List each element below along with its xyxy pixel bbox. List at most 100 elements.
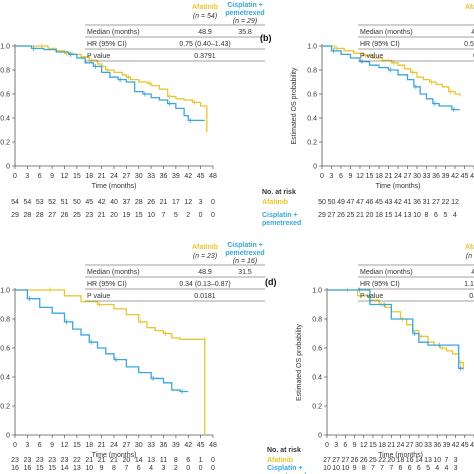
stats-label: HR (95% CI) <box>87 41 127 48</box>
risk-count-cisplatin: 0 <box>211 465 215 472</box>
risk-count-cisplatin: 15 <box>36 465 44 472</box>
risk-label-afatinib: Afatinib <box>262 199 288 206</box>
risk-count-afatinib: 21 <box>98 457 106 464</box>
risk-count-cisplatin: 8 <box>362 465 366 472</box>
x-tick-label: 45 <box>461 442 469 449</box>
x-tick-label: 18 <box>378 442 386 449</box>
stats-label: HR (95% CI) <box>360 281 400 288</box>
y-tick-label: 1.0 <box>0 288 10 295</box>
risk-count-afatinib: 36 <box>413 199 421 206</box>
risk-header: No. at risk <box>262 189 296 196</box>
x-tick-label: 36 <box>160 442 168 449</box>
y-tick-label: 0.2 <box>307 140 317 147</box>
legend-cisplatin: Cisplatin + <box>227 2 263 9</box>
y-tick-label: 0.4 <box>0 375 10 382</box>
x-tick-label: 39 <box>443 442 451 449</box>
y-tick-label: 0.8 <box>0 68 10 75</box>
legend-afatinib-n: (n = 23) <box>193 253 217 260</box>
risk-count-afatinib: 54 <box>23 199 31 206</box>
risk-count-afatinib: 26 <box>360 457 368 464</box>
stats-value: 46.9 <box>471 29 474 36</box>
y-tick-label: 0.2 <box>312 404 322 411</box>
y-tick-label: 1.0 <box>307 44 317 51</box>
legend-afatinib: Afatinib <box>192 244 218 251</box>
risk-count-cisplatin: 27 <box>328 212 336 219</box>
risk-count-afatinib: 3 <box>454 457 458 464</box>
x-tick-label: 39 <box>442 173 450 180</box>
x-tick-label: 48 <box>209 173 217 180</box>
risk-count-afatinib: 52 <box>48 199 56 206</box>
risk-count-afatinib: 23 <box>11 457 19 464</box>
y-tick-label: 0 <box>318 433 322 440</box>
risk-count-afatinib: 22 <box>73 457 81 464</box>
legend-cisplatin-2: pemetrexed <box>225 10 264 17</box>
y-tick-label: 1.0 <box>0 44 10 51</box>
x-tick-label: 12 <box>61 173 69 180</box>
risk-count-afatinib: 13 <box>147 457 155 464</box>
risk-count-afatinib: 20 <box>122 457 130 464</box>
risk-count-afatinib: 50 <box>318 199 326 206</box>
risk-count-cisplatin: 0 <box>199 465 203 472</box>
risk-count-afatinib: 16 <box>406 457 414 464</box>
stats-value: 0.57 (0.2 <box>464 41 474 48</box>
legend-afatinib: Afatinib <box>465 4 474 11</box>
risk-count-afatinib: 22 <box>378 457 386 464</box>
risk-count-afatinib: 12 <box>451 199 459 206</box>
km-curve-cisplatin <box>327 289 464 369</box>
risk-label-cisplatin: Cisplatin + <box>262 212 298 219</box>
x-tick-label: 3 <box>25 442 29 449</box>
x-tick-label: 24 <box>110 442 118 449</box>
stats-label: P value <box>360 293 383 300</box>
stats-table: AfatinibCiMedian (months)46.9HR (95% CI)… <box>358 4 474 62</box>
risk-count-cisplatin: 6 <box>399 465 403 472</box>
risk-count-cisplatin: 29 <box>318 212 326 219</box>
panel-a: 00.20.40.60.81.00 3 6 9 12 15 18 21 24 27 30 33 36 39… <box>0 2 265 219</box>
km-curve-afatinib <box>327 289 464 370</box>
risk-count-afatinib: 20 <box>387 457 395 464</box>
x-tick-label: 6 <box>38 442 42 449</box>
risk-count-afatinib: 22 <box>442 199 450 206</box>
stats-value: 1.13 (0.4 <box>464 281 474 288</box>
risk-count-cisplatin: 10 <box>323 465 331 472</box>
km-curve-cisplatin <box>322 45 460 111</box>
risk-count-cisplatin: 7 <box>162 212 166 219</box>
risk-count-afatinib: 0 <box>211 457 215 464</box>
stats-label: Median (months) <box>360 269 413 276</box>
y-tick-label: 0.4 <box>312 375 322 382</box>
risk-label-cisplatin-2: pemetrexed <box>262 220 301 227</box>
x-tick-label: 9 <box>50 173 54 180</box>
risk-count-cisplatin: 6 <box>137 465 141 472</box>
risk-count-cisplatin: 4 <box>444 465 448 472</box>
risk-count-cisplatin: 3 <box>162 465 166 472</box>
x-tick-label: 45 <box>197 442 205 449</box>
risk-count-afatinib: 26 <box>351 457 359 464</box>
x-tick-label: 42 <box>452 442 460 449</box>
x-tick-label: 48 <box>209 442 217 449</box>
stats-value-2: 35.8 <box>238 29 252 36</box>
x-tick-label: 0 <box>325 442 329 449</box>
risk-count-afatinib: 1 <box>199 457 203 464</box>
risk-count-afatinib: 50 <box>73 199 81 206</box>
risk-count-cisplatin: 16 <box>23 465 31 472</box>
stats-label: HR (95% CI) <box>360 41 400 48</box>
risk-count-afatinib: 6 <box>186 457 190 464</box>
risk-count-cisplatin: 10 <box>332 465 340 472</box>
x-axis-label: Time (months) <box>92 452 137 459</box>
risk-count-afatinib: 21 <box>110 457 118 464</box>
risk-count-cisplatin: 18 <box>375 212 383 219</box>
y-tick-label: 0.8 <box>0 317 10 324</box>
x-tick-label: 33 <box>147 173 155 180</box>
x-tick-label: 24 <box>397 442 405 449</box>
stats-table: Afatinib (n = 54) Cisplatin +pemetrexed(n … <box>85 2 265 62</box>
stats-label: Median (months) <box>87 269 140 276</box>
x-tick-label: 18 <box>85 173 93 180</box>
x-tick-label: 6 <box>339 173 343 180</box>
risk-count-cisplatin: 10 <box>85 465 93 472</box>
stats-value: 48.9 <box>198 269 212 276</box>
y-tick-label: 0.4 <box>307 116 317 123</box>
risk-label-afatinib: Afatinib <box>267 457 293 464</box>
x-tick-label: 12 <box>356 173 364 180</box>
risk-header: No. at risk <box>267 447 301 454</box>
stats-value: 0.34 (0.13–0.87) <box>179 281 230 288</box>
risk-count-afatinib: 21 <box>85 457 93 464</box>
